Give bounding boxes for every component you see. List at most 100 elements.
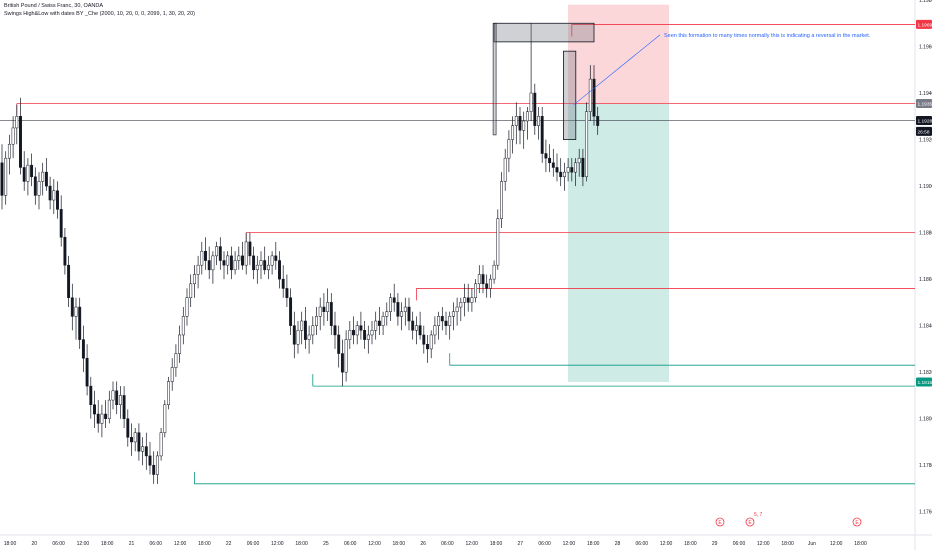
time-tick-label: 18:00 — [295, 541, 308, 547]
candle-body-down — [393, 298, 395, 303]
candle — [164, 400, 166, 437]
candle-body-down — [127, 419, 129, 438]
candle — [167, 377, 169, 410]
candle-body-down — [582, 158, 584, 177]
candle-body-down — [341, 354, 343, 373]
candle-body-up — [567, 167, 569, 172]
candle-body-down — [19, 116, 21, 167]
candle — [585, 102, 587, 181]
candle-body-up — [8, 144, 10, 158]
price-tick-label: 1.18600 — [919, 277, 932, 283]
price-tag: 26:58 — [916, 127, 932, 136]
candle-body-up — [260, 261, 262, 266]
candle-body-down — [278, 261, 280, 280]
candle-body-up — [227, 256, 229, 265]
time-tick-label: 27 — [518, 541, 524, 547]
candle-body-up — [400, 312, 402, 317]
candle-body-down — [219, 247, 221, 261]
time-tick-label: 18:00 — [101, 541, 114, 547]
price-tick-label: 1.19800 — [919, 0, 932, 4]
candle-body-up — [267, 265, 269, 270]
candle-body-up — [508, 140, 510, 159]
candle-body-down — [249, 242, 251, 256]
candle-body-up — [474, 284, 476, 298]
candle-body-up — [489, 279, 491, 288]
candle — [497, 209, 499, 269]
candle-body-down — [241, 256, 243, 265]
time-tick-label: 12:00 — [271, 541, 284, 547]
time-tick-label: 18:00 — [587, 541, 600, 547]
candle-body-down — [1, 163, 3, 196]
candle-body-up — [112, 391, 114, 400]
candle-body-down — [571, 167, 573, 172]
candle-body-up — [178, 335, 180, 354]
candle-body-down — [34, 177, 36, 196]
time-tick-label: 12:00 — [174, 541, 187, 547]
candle-body-up — [578, 158, 580, 163]
candle-body-down — [467, 298, 469, 303]
candle-body-up — [201, 251, 203, 265]
candle-body-up — [164, 405, 166, 433]
price-tick-label: 1.17600 — [919, 510, 932, 516]
candle-body-down — [360, 326, 362, 331]
time-tick-label: 06:00 — [441, 541, 454, 547]
candle-body-up — [175, 354, 177, 368]
candle-body-down — [397, 302, 399, 316]
candle-body-up — [197, 265, 199, 274]
candle-body-down — [149, 456, 151, 465]
candle-body-up — [297, 330, 299, 344]
candle-body-down — [289, 298, 291, 326]
candle-body-down — [123, 395, 125, 418]
time-tick-label: 18:00 — [490, 541, 503, 547]
price-tag: 1.19355 — [916, 99, 932, 108]
candle-body-down — [552, 163, 554, 168]
candle-body-down — [264, 261, 266, 270]
candle-body-up — [367, 335, 369, 340]
candle-body-up — [271, 256, 273, 265]
time-tick-label: 12:00 — [563, 541, 576, 547]
time-tick-label: 25 — [323, 541, 329, 547]
candle-body-up — [430, 335, 432, 349]
candle-body-up — [315, 316, 317, 325]
candle-body-up — [5, 158, 7, 195]
candle-body-up — [326, 302, 328, 311]
candle-body-up — [452, 312, 454, 317]
candle-body-down — [49, 186, 51, 200]
candle-body-down — [97, 414, 99, 423]
candle-body-up — [160, 433, 162, 456]
candle-body-down — [282, 279, 284, 288]
candle-body-up — [437, 316, 439, 325]
candle-body-up — [526, 112, 528, 121]
candle-body-up — [574, 163, 576, 172]
candle-body-up — [371, 330, 373, 335]
candle-body-up — [256, 265, 258, 270]
candle-body-up — [386, 312, 388, 317]
candle-body-up — [415, 326, 417, 331]
candle-body-up — [308, 335, 310, 340]
candle-body-up — [563, 172, 565, 177]
candle-body-up — [190, 284, 192, 298]
candle-body-down — [252, 256, 254, 270]
candle-body-down — [153, 465, 155, 474]
candle-body-up — [404, 307, 406, 312]
time-tick-label: 21 — [129, 541, 135, 547]
candle-body-down — [352, 330, 354, 335]
candle-body-up — [478, 274, 480, 283]
candle-body-down — [93, 405, 95, 414]
candle-body-up — [511, 126, 513, 140]
time-tick-label: Jun — [808, 541, 816, 547]
time-tick-label: 29 — [712, 541, 718, 547]
time-tick-label: 12:00 — [757, 541, 770, 547]
candle-body-up — [238, 256, 240, 261]
candle-body-down — [60, 209, 62, 237]
candle-body-down — [519, 116, 521, 130]
candle-body-down — [223, 261, 225, 266]
candle-body-down — [412, 321, 414, 330]
candle-body-up — [245, 242, 247, 265]
candle-body-up — [449, 316, 451, 325]
candle-body-down — [79, 307, 81, 340]
candle-body-up — [134, 433, 136, 442]
